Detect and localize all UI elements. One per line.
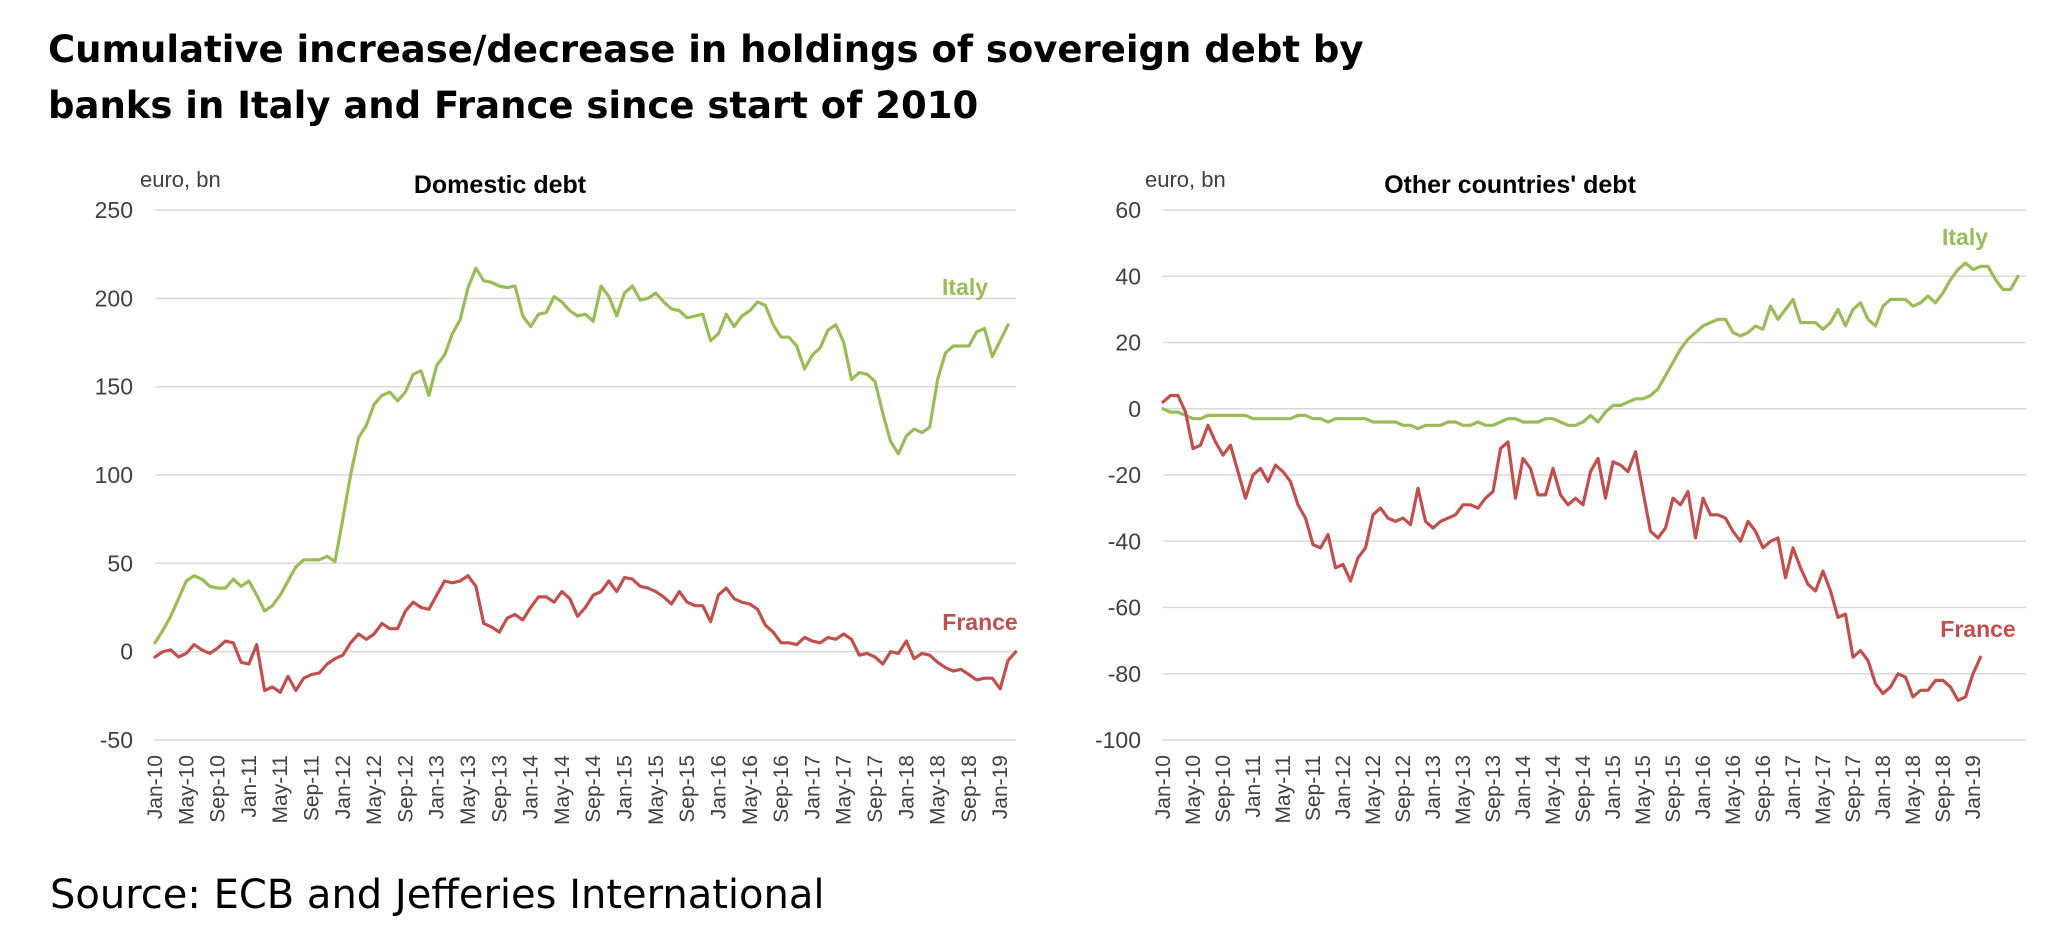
x-tick-label: Sep-17 bbox=[864, 755, 887, 823]
x-tick-label: May-18 bbox=[927, 755, 950, 825]
x-tick-label: May-12 bbox=[1362, 755, 1385, 825]
x-tick-label: Sep-11 bbox=[1302, 755, 1325, 821]
x-tick-label: Sep-18 bbox=[958, 755, 981, 823]
x-tick-label: Jan-12 bbox=[1332, 755, 1355, 819]
y-tick-label: 250 bbox=[95, 197, 133, 223]
y-tick-label: -60 bbox=[1108, 595, 1141, 621]
x-tick-label: May-16 bbox=[1722, 755, 1745, 825]
y-tick-label: 150 bbox=[95, 374, 133, 400]
x-tick-label: May-11 bbox=[269, 755, 292, 823]
x-tick-label: May-13 bbox=[1452, 755, 1475, 825]
x-tick-label: Jan-15 bbox=[614, 755, 637, 819]
x-tick-label: May-18 bbox=[1902, 755, 1925, 825]
panel-title: Other countries' debt bbox=[1384, 171, 1636, 199]
x-tick-label: Sep-12 bbox=[394, 755, 417, 823]
y-tick-label: -80 bbox=[1108, 661, 1141, 687]
y-axis-unit-label: euro, bn bbox=[1145, 167, 1226, 192]
y-tick-label: 20 bbox=[1115, 330, 1141, 356]
x-tick-label: Sep-17 bbox=[1842, 755, 1865, 823]
series-label-france: France bbox=[942, 609, 1017, 635]
x-tick-label: Jan-11 bbox=[238, 755, 261, 818]
x-tick-label: Sep-10 bbox=[207, 755, 230, 823]
y-tick-label: 0 bbox=[1128, 396, 1141, 422]
x-tick-label: May-15 bbox=[1632, 755, 1655, 825]
source-note: Source: ECB and Jefferies International bbox=[50, 872, 825, 918]
x-tick-label: May-17 bbox=[1812, 755, 1835, 825]
y-tick-label: 200 bbox=[95, 285, 133, 311]
y-axis-unit-label: euro, bn bbox=[140, 167, 221, 192]
x-tick-label: Sep-10 bbox=[1212, 755, 1235, 823]
x-tick-label: Jan-19 bbox=[1962, 755, 1985, 819]
series-label-france: France bbox=[1940, 616, 2015, 642]
x-tick-label: Jan-18 bbox=[1872, 755, 1895, 819]
series-line-france bbox=[153, 574, 1018, 694]
title-line-2: banks in Italy and France since start of… bbox=[48, 84, 979, 127]
x-tick-label: Jan-16 bbox=[1692, 755, 1715, 819]
x-tick-label: Sep-16 bbox=[1752, 755, 1775, 823]
x-tick-label: Jan-11 bbox=[1242, 755, 1265, 818]
x-tick-label: May-10 bbox=[1182, 755, 1205, 825]
series-line-france bbox=[1161, 393, 1983, 702]
chart-title: Cumulative increase/decrease in holdings… bbox=[48, 22, 1448, 134]
y-tick-label: 50 bbox=[107, 550, 133, 576]
x-tick-label: Sep-11 bbox=[301, 755, 324, 821]
series-line-italy bbox=[1161, 261, 2020, 431]
x-tick-label: Sep-15 bbox=[1662, 755, 1685, 823]
x-tick-label: Sep-18 bbox=[1932, 755, 1955, 823]
x-tick-label: Jan-13 bbox=[1422, 755, 1445, 819]
x-tick-label: Sep-13 bbox=[488, 755, 511, 823]
series-label-italy: Italy bbox=[1942, 224, 1988, 250]
x-tick-label: Jan-18 bbox=[895, 755, 918, 819]
y-tick-label: 40 bbox=[1115, 263, 1141, 289]
y-tick-label: -20 bbox=[1108, 462, 1141, 488]
x-tick-label: Sep-15 bbox=[676, 755, 699, 823]
series-line-italy bbox=[153, 266, 1010, 645]
x-tick-label: Jan-17 bbox=[1782, 755, 1805, 819]
x-tick-label: Jan-17 bbox=[801, 755, 824, 819]
y-tick-label: -50 bbox=[100, 727, 133, 753]
y-tick-label: 60 bbox=[1115, 197, 1141, 223]
x-tick-label: Jan-10 bbox=[1152, 755, 1175, 819]
domestic-debt-chart: Domestic debt euro, bn -50 0 50 100 150 200 250 J… bbox=[95, 167, 1018, 825]
x-tick-label: Jan-15 bbox=[1602, 755, 1625, 819]
x-tick-label: May-16 bbox=[739, 755, 762, 825]
x-tick-label: Jan-16 bbox=[707, 755, 730, 819]
x-tick-label: May-14 bbox=[551, 755, 574, 825]
y-tick-label: -40 bbox=[1108, 528, 1141, 554]
y-tick-label: 0 bbox=[120, 639, 133, 665]
x-tick-label: May-15 bbox=[645, 755, 668, 825]
x-tick-label: Jan-13 bbox=[426, 755, 449, 819]
x-tick-label: Jan-10 bbox=[144, 755, 167, 819]
x-tick-label: May-10 bbox=[175, 755, 198, 825]
x-tick-label: Jan-12 bbox=[332, 755, 355, 819]
y-tick-label: 100 bbox=[95, 462, 133, 488]
y-tick-label: -100 bbox=[1095, 727, 1141, 753]
x-tick-label: Sep-12 bbox=[1392, 755, 1415, 823]
x-tick-label: Sep-13 bbox=[1482, 755, 1505, 823]
x-tick-label: Jan-19 bbox=[989, 755, 1012, 819]
panel-title: Domestic debt bbox=[414, 171, 587, 199]
x-tick-label: Sep-16 bbox=[770, 755, 793, 823]
x-tick-label: Jan-14 bbox=[1512, 755, 1535, 820]
x-tick-label: Sep-14 bbox=[582, 755, 605, 823]
x-tick-label: Sep-14 bbox=[1572, 755, 1595, 823]
x-tick-label: May-13 bbox=[457, 755, 480, 825]
series-label-italy: Italy bbox=[942, 274, 988, 300]
other-countries-debt-chart: Other countries' debt euro, bn -100 -80 -60 -… bbox=[1095, 167, 2026, 825]
x-tick-label: Jan-14 bbox=[520, 755, 543, 820]
x-tick-label: May-12 bbox=[363, 755, 386, 825]
x-tick-label: May-17 bbox=[833, 755, 856, 825]
title-line-1: Cumulative increase/decrease in holdings… bbox=[48, 28, 1364, 71]
x-tick-label: May-11 bbox=[1272, 755, 1295, 823]
x-tick-label: May-14 bbox=[1542, 755, 1565, 825]
